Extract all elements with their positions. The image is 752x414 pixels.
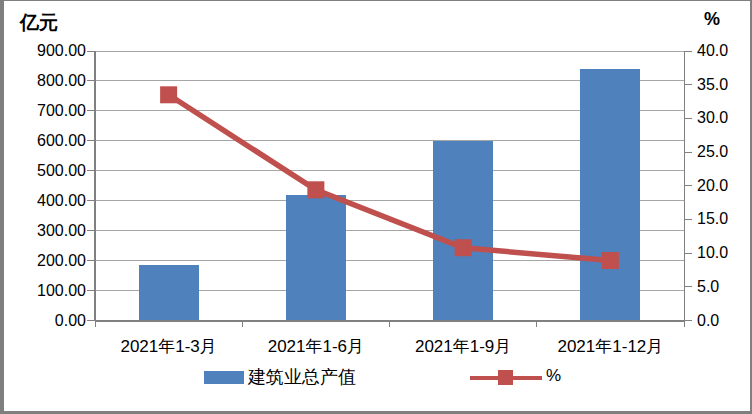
left-axis-tick (87, 140, 95, 141)
right-axis-tick (684, 185, 692, 186)
x-axis-tick (536, 321, 537, 327)
gridline (95, 51, 684, 52)
right-axis-tick-label: 5.0 (697, 278, 749, 296)
legend: 建筑业总产值 % (0, 362, 752, 396)
left-axis-tick-label: 700.00 (24, 102, 86, 120)
bar-2021年1-3月 (139, 265, 199, 320)
left-axis-tick-label: 200.00 (24, 252, 86, 270)
right-axis-tick (684, 118, 692, 119)
left-axis-tick-label: 500.00 (24, 162, 86, 180)
bar-2021年1-9月 (433, 141, 493, 321)
right-axis-tick (684, 84, 692, 85)
left-axis-tick (87, 290, 95, 291)
left-axis-line (94, 51, 96, 321)
left-axis-tick (87, 170, 95, 171)
right-axis-tick-label: 20.0 (697, 177, 749, 195)
x-axis-tick (684, 321, 685, 327)
right-axis-tick (684, 253, 692, 254)
legend-line-label: % (546, 366, 561, 386)
right-axis-tick (684, 286, 692, 287)
right-axis-tick-label: 35.0 (697, 76, 749, 94)
x-axis-tick (95, 321, 96, 327)
left-axis-tick-label: 400.00 (24, 192, 86, 210)
left-axis-tick (87, 80, 95, 81)
construction-output-combo-chart: 亿元 % 建筑业总产值 % 0.00 100.00 200.00 300.00 400.… (0, 0, 752, 414)
left-axis-tick-label: 100.00 (24, 282, 86, 300)
right-axis-tick (684, 51, 692, 52)
left-axis-tick-label: 300.00 (24, 222, 86, 240)
growth-rate-line (169, 95, 611, 261)
right-axis-tick-label: 30.0 (697, 109, 749, 127)
left-axis-tick (87, 230, 95, 231)
right-axis-tick-label: 40.0 (697, 42, 749, 60)
left-axis-tick-label: 900.00 (24, 42, 86, 60)
left-axis-tick (87, 260, 95, 261)
x-axis-tick (242, 321, 243, 327)
left-axis-tick-label: 0.00 (24, 312, 86, 330)
x-axis-tick (389, 321, 390, 327)
legend-bar-swatch (204, 371, 244, 384)
left-axis-tick-label: 600.00 (24, 132, 86, 150)
right-axis-tick-label: 0.0 (697, 312, 749, 330)
right-axis-tick (684, 219, 692, 220)
right-axis-tick (684, 320, 692, 321)
right-axis-tick-label: 10.0 (697, 244, 749, 262)
right-axis-tick (684, 152, 692, 153)
legend-line-swatch (470, 362, 542, 392)
right-axis-title: % (704, 9, 720, 30)
right-axis-tick-label: 25.0 (697, 143, 749, 161)
legend-line-marker (498, 370, 513, 385)
left-axis-tick (87, 200, 95, 201)
x-axis-category-label: 2021年1-3月 (94, 336, 244, 358)
left-axis-tick (87, 51, 95, 52)
bar-2021年1-6月 (286, 195, 346, 321)
x-axis-category-label: 2021年1-6月 (241, 336, 391, 358)
x-axis-category-label: 2021年1-12月 (535, 336, 685, 358)
right-axis-tick-label: 15.0 (697, 210, 749, 228)
left-axis-tick-label: 800.00 (24, 72, 86, 90)
bar-2021年1-12月 (580, 69, 640, 321)
x-axis-category-label: 2021年1-9月 (388, 336, 538, 358)
line-marker-2021年1-3月 (160, 86, 177, 103)
left-axis-tick (87, 110, 95, 111)
left-axis-title: 亿元 (20, 10, 58, 36)
legend-bar-label: 建筑业总产值 (248, 365, 356, 389)
